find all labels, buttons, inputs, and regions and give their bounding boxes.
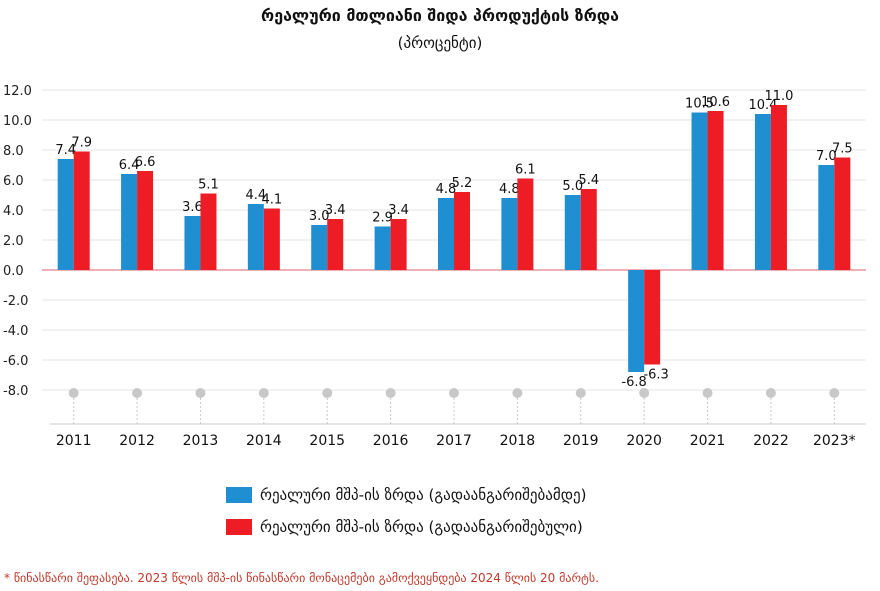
x-tick-label: 2017 <box>436 433 472 449</box>
chart-title: რეალური მთლიანი შიდა პროდუქტის ზრდა <box>261 6 619 25</box>
data-label: 3.6 <box>182 200 203 215</box>
data-label: 10.4 <box>748 98 777 113</box>
bar-series-1 <box>628 270 645 372</box>
category-marker <box>449 388 459 398</box>
x-tick-label: 2018 <box>500 433 536 449</box>
legend-swatch-series-2 <box>226 519 252 535</box>
bar-series-2 <box>200 193 217 270</box>
y-tick-label: 2.0 <box>3 234 24 249</box>
y-tick-label: 8.0 <box>3 144 24 159</box>
x-tick-label: 2013 <box>183 433 219 449</box>
legend-label-series-1: რეალური მშპ-ის ზრდა (გადაანგარიშებამდე) <box>260 486 587 504</box>
bar-series-1 <box>247 204 264 270</box>
data-label: 10.5 <box>685 97 714 112</box>
data-label: 5.2 <box>452 176 473 191</box>
x-tick-label: 2016 <box>373 433 409 449</box>
bar-series-2 <box>770 105 787 270</box>
data-label: 6.4 <box>119 158 140 173</box>
category-marker <box>575 388 586 398</box>
y-tick-label: 0.0 <box>3 264 24 279</box>
data-label: 5.4 <box>578 173 599 188</box>
category-marker <box>258 388 269 398</box>
x-tick-label: 2023* <box>813 433 856 449</box>
bar-series-2 <box>644 270 661 365</box>
y-tick-label: 10.0 <box>3 114 32 129</box>
data-label: 5.0 <box>562 179 583 194</box>
x-tick-label: 2020 <box>626 433 662 449</box>
y-tick-label: 12.0 <box>3 84 32 99</box>
data-label: 10.6 <box>701 95 730 110</box>
data-label: -6.8 <box>621 375 646 390</box>
bar-series-1 <box>311 225 328 270</box>
data-label: 4.8 <box>499 182 520 197</box>
data-label: 4.8 <box>436 182 457 197</box>
legend-label-series-2: რეალური მშპ-ის ზრდა (გადაანგარიშებული) <box>260 518 583 536</box>
data-label: 7.0 <box>816 149 837 164</box>
bar-series-2 <box>263 208 280 270</box>
category-marker <box>195 388 206 398</box>
x-tick-label: 2022 <box>753 433 789 449</box>
y-tick-label: -4.0 <box>3 324 28 339</box>
bar-series-1 <box>121 174 138 270</box>
chart-subtitle: (პროცენტი) <box>397 34 483 52</box>
data-label: -6.3 <box>643 368 668 383</box>
data-label: 6.1 <box>515 163 536 178</box>
bar-series-2 <box>834 157 851 270</box>
data-label: 5.1 <box>198 178 219 193</box>
category-marker <box>512 388 523 398</box>
y-tick-label: -6.0 <box>3 354 28 369</box>
x-tick-label: 2021 <box>690 433 726 449</box>
category-marker <box>385 388 396 398</box>
bar-series-1 <box>501 198 518 270</box>
bar-series-2 <box>707 111 724 270</box>
bar-series-2 <box>73 151 90 270</box>
bar-series-2 <box>390 219 407 270</box>
bar-series-2 <box>454 192 470 270</box>
bar-series-2 <box>137 171 154 270</box>
y-tick-label: -8.0 <box>3 384 28 399</box>
category-marker <box>132 388 143 398</box>
data-label: 6.6 <box>135 155 156 170</box>
x-tick-label: 2015 <box>309 433 345 449</box>
data-label: 2.9 <box>372 211 393 226</box>
bar-chart: 12.0 10.0 8.0 6.0 4.0 2.0 0.0 -2.0 -4.0 -6.0 -8.0 7… <box>3 84 866 449</box>
data-label: 3.4 <box>325 203 346 218</box>
category-marker <box>829 388 840 398</box>
bar-series-2 <box>517 178 534 270</box>
x-tick-label: 2012 <box>119 433 155 449</box>
bar-series-1 <box>184 216 201 270</box>
legend-item-series-1: რეალური მშპ-ის ზრდა (გადაანგარიშებამდე) <box>226 485 586 505</box>
y-tick-label: -2.0 <box>3 294 28 309</box>
data-label: 3.4 <box>388 203 409 218</box>
data-label: 7.4 <box>55 143 76 158</box>
bar-series-2 <box>580 189 597 270</box>
legend-item-series-2: რეალური მშპ-ის ზრდა (გადაანგარიშებული) <box>226 517 583 537</box>
data-label: 4.4 <box>246 188 267 203</box>
data-label: 11.0 <box>764 89 793 104</box>
category-marker <box>702 388 713 398</box>
category-marker <box>68 388 79 398</box>
footnote: * წინასწარი შეფასება. 2023 წლის მშპ-ის წ… <box>4 571 599 585</box>
category-marker <box>322 388 333 398</box>
legend-swatch-series-1 <box>226 487 252 503</box>
x-tick-label: 2014 <box>246 433 282 449</box>
data-label: 3.0 <box>309 209 330 224</box>
y-tick-label: 6.0 <box>3 174 24 189</box>
category-marker <box>765 388 776 398</box>
bar-series-1 <box>438 198 454 270</box>
x-tick-label: 2011 <box>56 433 92 449</box>
bar-series-1 <box>564 195 581 270</box>
bar-series-1 <box>57 159 74 270</box>
bar-series-1 <box>754 114 771 270</box>
data-label: 7.5 <box>832 142 853 157</box>
data-label: 7.9 <box>71 136 92 151</box>
bar-series-1 <box>691 112 708 270</box>
bar-series-1 <box>818 165 835 270</box>
category-marker <box>639 388 650 398</box>
bar-series-2 <box>327 219 344 270</box>
x-tick-label: 2019 <box>563 433 599 449</box>
bar-series-1 <box>374 226 391 270</box>
y-tick-label: 4.0 <box>3 204 24 219</box>
data-label: 4.1 <box>262 193 283 208</box>
